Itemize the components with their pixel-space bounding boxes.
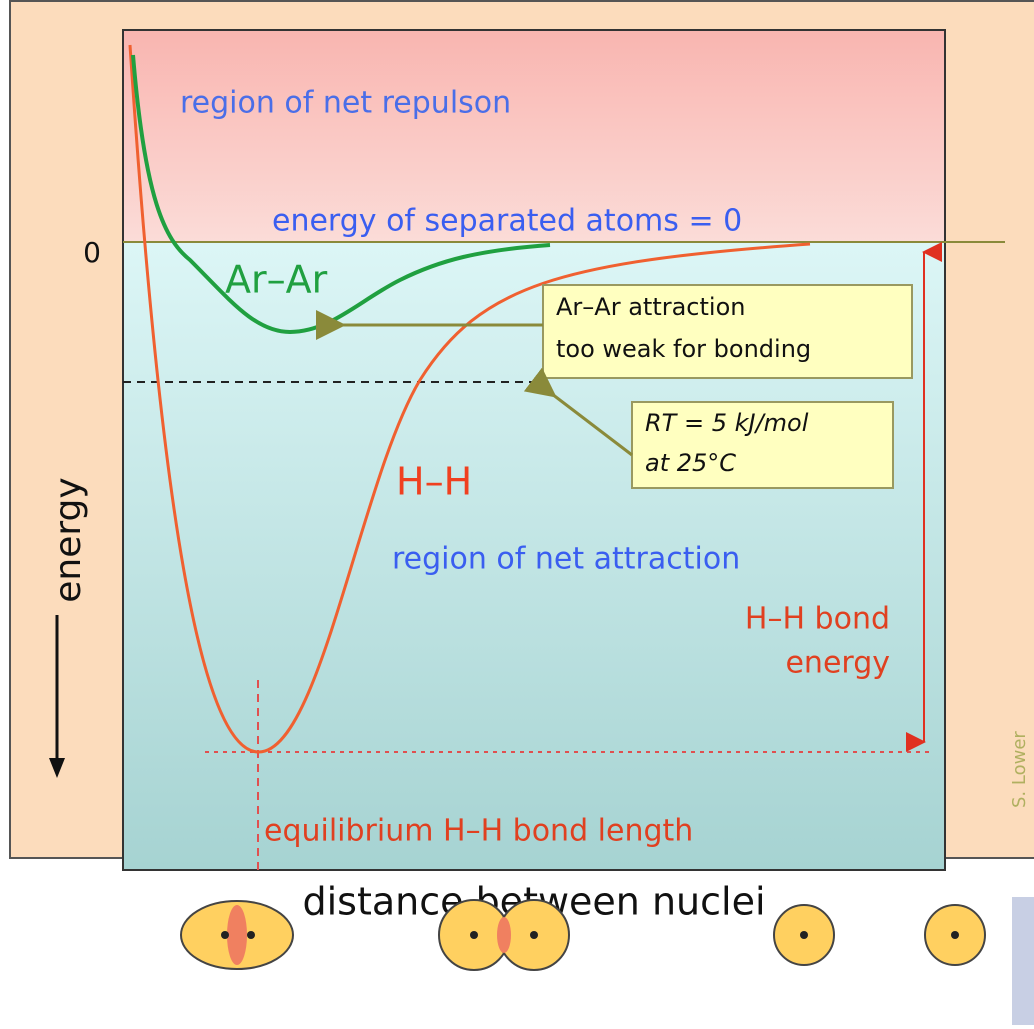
edge-panel	[1012, 897, 1034, 1025]
atoms-close	[181, 901, 293, 969]
diagram: region of net repulson energy of separat…	[0, 0, 1034, 1025]
repulsion-label: region of net repulson	[180, 86, 511, 121]
bond-energy-label: energy	[785, 646, 890, 681]
zero-label: energy of separated atoms = 0	[272, 204, 742, 239]
h-h-label: H–H	[396, 460, 472, 504]
zero-tick: 0	[83, 236, 101, 269]
y-axis-label: energy	[48, 477, 89, 602]
ar-ar-label: Ar–Ar	[225, 258, 328, 302]
callout-text: Ar–Ar attraction	[556, 293, 745, 321]
callout-text: too weak for bonding	[556, 335, 811, 363]
atoms-separated	[774, 905, 985, 965]
callout-text: RT = 5 kJ/mol	[645, 409, 809, 437]
bond-energy-label: H–H bond	[745, 602, 890, 637]
attraction-label: region of net attraction	[392, 542, 740, 577]
equilibrium-label: equilibrium H–H bond length	[264, 814, 693, 849]
callout-text: at 25°C	[645, 449, 736, 477]
credit: S. Lower	[1009, 731, 1030, 808]
